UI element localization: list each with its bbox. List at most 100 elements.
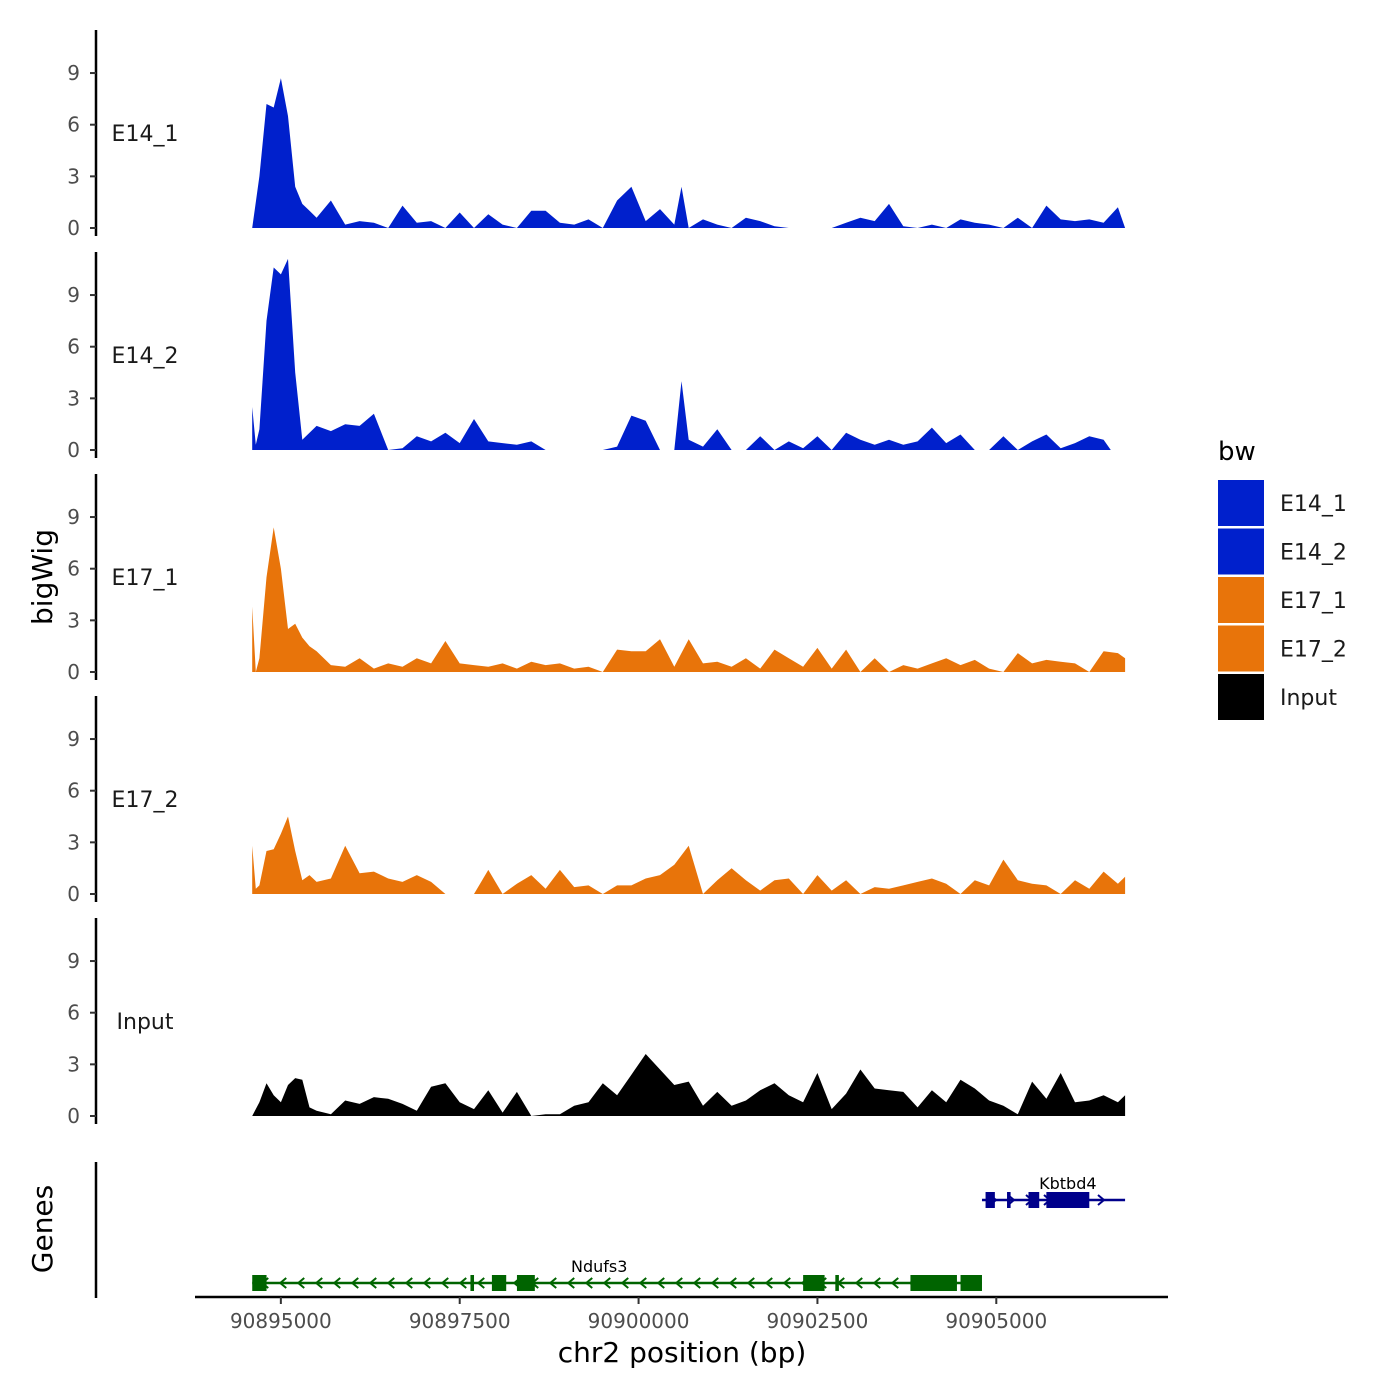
- area-E17_2: [252, 816, 1126, 894]
- y-tick-label: 9: [67, 283, 80, 307]
- strand-chevron: [404, 1277, 413, 1289]
- exon-block: [1007, 1192, 1011, 1208]
- y-axis-title: bigWig: [26, 529, 59, 625]
- y-tick-label: 0: [67, 660, 80, 684]
- strand-chevron: [872, 1277, 881, 1289]
- y-tick-label: 3: [67, 1052, 80, 1076]
- strand-chevron: [368, 1277, 377, 1289]
- exon-block: [470, 1275, 475, 1291]
- strand-chevron: [458, 1277, 467, 1289]
- exon-block: [910, 1275, 957, 1291]
- y-tick-label: 3: [67, 386, 80, 410]
- x-tick-label: 90902500: [767, 1309, 869, 1333]
- y-tick-label: 3: [67, 164, 80, 188]
- strand-chevron: [332, 1277, 341, 1289]
- strand-chevron: [638, 1277, 647, 1289]
- track-panel-E17_1: 0 3 6 9 E17_1: [67, 474, 1126, 684]
- x-tick-label: 90895000: [230, 1309, 332, 1333]
- legend: E14_1 E14_2 E17_1 E17_2 Input: [1218, 480, 1347, 720]
- y-tick-label: 6: [67, 1001, 80, 1025]
- track-panel-E14_1: 0 3 6 9 E14_1: [67, 30, 1126, 240]
- strand-chevron: [728, 1277, 737, 1289]
- strand-chevron: [440, 1277, 449, 1289]
- legend-item-E17_1: E17_1: [1218, 577, 1347, 623]
- y-tick-label: 0: [67, 216, 80, 240]
- y-tick-label: 9: [67, 61, 80, 85]
- area-Input: [252, 1054, 1126, 1116]
- strand-chevron: [314, 1277, 323, 1289]
- strand-chevron: [890, 1277, 899, 1289]
- exon-block: [516, 1275, 535, 1291]
- y-tick-label: 0: [67, 1104, 80, 1128]
- legend-swatch: [1218, 577, 1264, 623]
- legend-item-E17_2: E17_2: [1218, 625, 1347, 672]
- genes-layer: Kbtbd4 Ndufs3: [94, 1162, 1126, 1298]
- y-tick-label: 9: [67, 505, 80, 529]
- legend-item-E14_1: E14_1: [1218, 480, 1347, 526]
- exon-block: [252, 1275, 267, 1291]
- strand-chevron: [566, 1277, 575, 1289]
- gene-label-Kbtbd4: Kbtbd4: [1039, 1174, 1096, 1193]
- legend-label: E17_1: [1280, 589, 1347, 614]
- legend-label: E14_2: [1280, 541, 1347, 566]
- legend-label: E17_2: [1280, 638, 1347, 663]
- track-label-E14_1: E14_1: [112, 122, 179, 147]
- strand-chevron: [854, 1277, 863, 1289]
- exon-block: [960, 1275, 982, 1291]
- legend-swatch: [1218, 625, 1264, 672]
- strand-chevron: [782, 1277, 791, 1289]
- strand-chevron: [656, 1277, 665, 1289]
- strand-chevron: [548, 1277, 557, 1289]
- strand-chevron: [350, 1277, 359, 1289]
- x-tick-label: 90905000: [945, 1309, 1047, 1333]
- strand-chevron: [764, 1277, 773, 1289]
- strand-chevron: [386, 1277, 395, 1289]
- y-tick-label: 3: [67, 830, 80, 854]
- legend-title: bw: [1218, 437, 1256, 467]
- strand-chevron: [674, 1277, 683, 1289]
- strand-chevron: [584, 1277, 593, 1289]
- genes-axis-title: Genes: [26, 1185, 59, 1273]
- y-tick-label: 6: [67, 779, 80, 803]
- area-E14_2: [252, 258, 1111, 450]
- gene-Ndufs3: Ndufs3: [252, 1257, 982, 1291]
- track-label-E14_2: E14_2: [112, 344, 179, 369]
- strand-chevron: [422, 1277, 431, 1289]
- exon-block: [803, 1275, 825, 1291]
- track-panel-E14_2: 0 3 6 9 E14_2: [67, 252, 1111, 462]
- exon-block: [1046, 1192, 1090, 1208]
- strand-chevron: [296, 1277, 305, 1289]
- track-label-Input: Input: [117, 1010, 174, 1035]
- x-tick-label: 90900000: [588, 1309, 690, 1333]
- legend-label: Input: [1280, 686, 1337, 711]
- tracks-layer: 0 3 6 9 E14_1 0 3 6 9 E14_2 0 3 6 9 E17_1 0 3 6 9 E17_2 0 3 6 9…: [67, 30, 1126, 1128]
- strand-chevron: [710, 1277, 719, 1289]
- area-E14_1: [252, 78, 1126, 228]
- legend-item-E14_2: E14_2: [1218, 528, 1347, 575]
- y-tick-label: 6: [67, 557, 80, 581]
- track-panel-E17_2: 0 3 6 9 E17_2: [67, 696, 1126, 906]
- exon-block: [835, 1275, 839, 1291]
- x-axis-title: chr2 position (bp): [558, 1336, 807, 1369]
- track-label-E17_1: E17_1: [112, 566, 179, 591]
- legend-item-Input: Input: [1218, 674, 1337, 720]
- legend-swatch: [1218, 674, 1264, 720]
- x-tick-label: 90897500: [409, 1309, 511, 1333]
- x-axis: 90895000 90897500 90900000 90902500 90905000: [195, 1295, 1168, 1333]
- strand-chevron: [692, 1277, 701, 1289]
- y-tick-label: 3: [67, 608, 80, 632]
- y-tick-label: 0: [67, 438, 80, 462]
- strand-chevron: [620, 1277, 629, 1289]
- y-tick-label: 6: [67, 335, 80, 359]
- y-tick-label: 9: [67, 949, 80, 973]
- exon-block: [1028, 1192, 1040, 1208]
- track-panel-Input: 0 3 6 9 Input: [67, 918, 1126, 1128]
- strand-chevron: [278, 1277, 287, 1289]
- gene-Kbtbd4: Kbtbd4: [981, 1174, 1126, 1208]
- strand-chevron: [746, 1277, 755, 1289]
- y-tick-label: 9: [67, 727, 80, 751]
- strand-chevron: [476, 1277, 485, 1289]
- gene-label-Ndufs3: Ndufs3: [571, 1257, 627, 1276]
- strand-chevron: [1097, 1194, 1106, 1206]
